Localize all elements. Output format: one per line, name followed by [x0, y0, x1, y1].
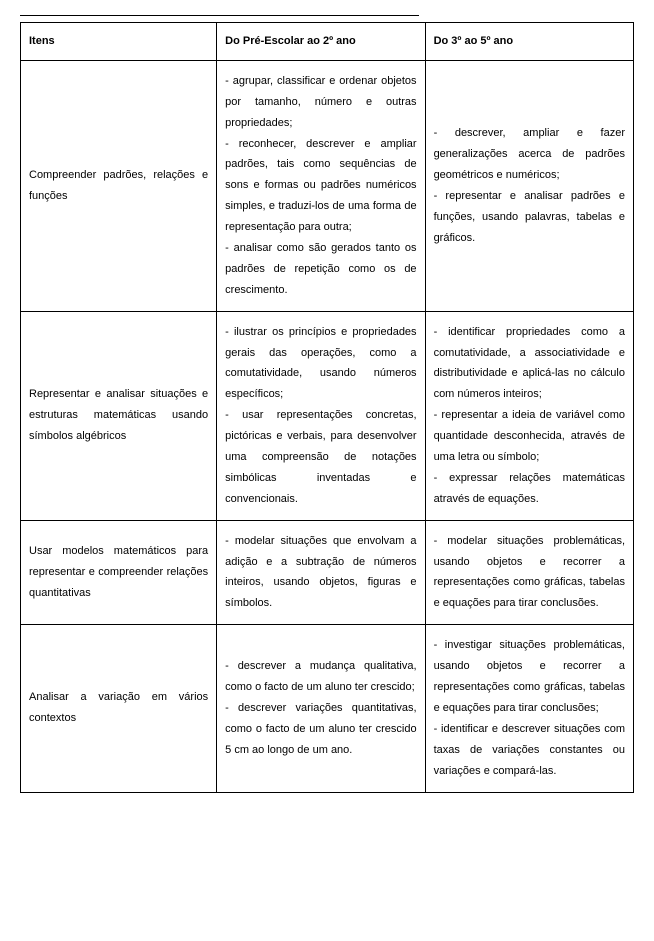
header-3-5-ano: Do 3º ao 5º ano — [425, 23, 633, 61]
table-header-row: Itens Do Pré-Escolar ao 2º ano Do 3º ao … — [21, 23, 634, 61]
cell-g35: - investigar situações problemáticas, us… — [425, 625, 633, 792]
curriculum-table: Itens Do Pré-Escolar ao 2º ano Do 3º ao … — [20, 22, 634, 793]
cell-g35: - descrever, ampliar e fazer generalizaç… — [425, 60, 633, 311]
cell-g35: - identificar propriedades como a comuta… — [425, 311, 633, 520]
header-pre-escolar: Do Pré-Escolar ao 2º ano — [217, 23, 425, 61]
header-itens: Itens — [21, 23, 217, 61]
cell-pre: - ilustrar os princípios e propriedades … — [217, 311, 425, 520]
cell-item: Usar modelos matemáticos para representa… — [21, 520, 217, 625]
top-divider — [20, 15, 419, 16]
table-row: Usar modelos matemáticos para representa… — [21, 520, 634, 625]
table-body: Compreender padrões, relações e funções … — [21, 60, 634, 792]
table-row: Compreender padrões, relações e funções … — [21, 60, 634, 311]
table-row: Representar e analisar situações e estru… — [21, 311, 634, 520]
cell-item: Compreender padrões, relações e funções — [21, 60, 217, 311]
cell-pre: - modelar situações que envolvam a adiçã… — [217, 520, 425, 625]
cell-item: Representar e analisar situações e estru… — [21, 311, 217, 520]
cell-pre: - descrever a mudança qualitativa, como … — [217, 625, 425, 792]
cell-item: Analisar a variação em vários contextos — [21, 625, 217, 792]
cell-g35: - modelar situações problemáticas, usand… — [425, 520, 633, 625]
cell-pre: - agrupar, classificar e ordenar objetos… — [217, 60, 425, 311]
table-row: Analisar a variação em vários contextos … — [21, 625, 634, 792]
